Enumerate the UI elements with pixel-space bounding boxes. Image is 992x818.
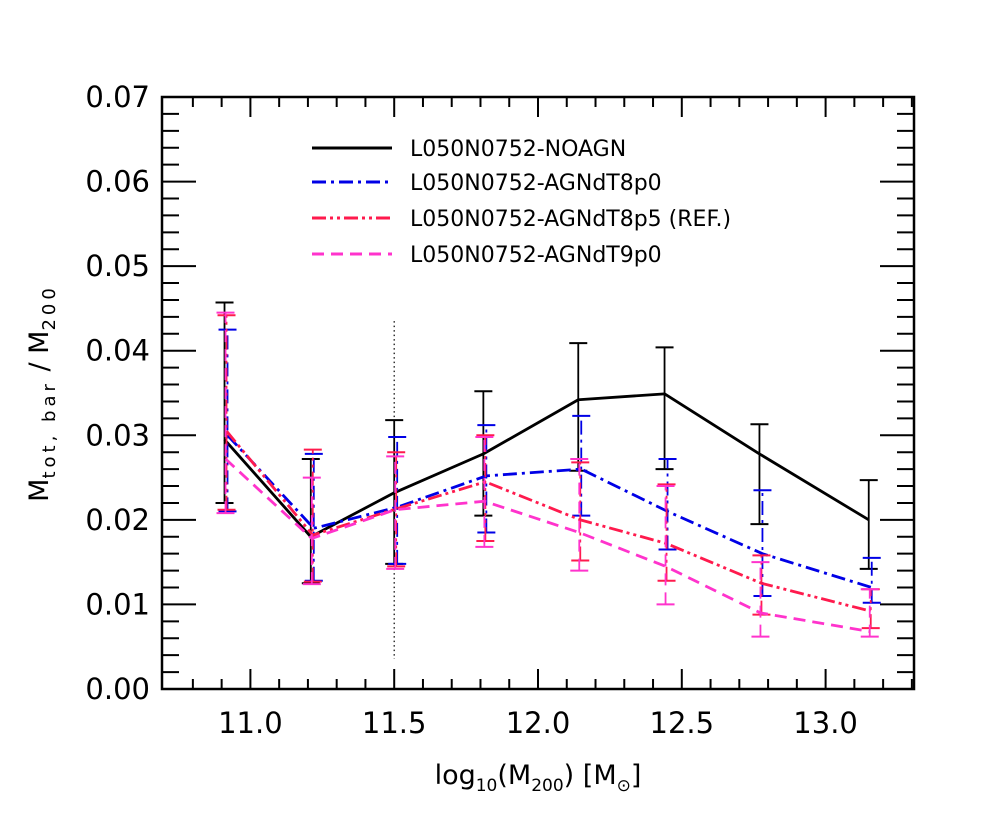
series-line (223, 392, 870, 539)
x-axis-title-mid: (M (497, 760, 531, 791)
series-line (226, 434, 873, 589)
x-axis-title-sub2: 200 (531, 776, 563, 796)
series-layer (215, 301, 881, 638)
x-axis-title-close: ] (631, 760, 642, 791)
series-group (215, 301, 878, 585)
x-axis-title-end: ) [M (564, 760, 617, 791)
x-tick-label: 13.0 (793, 706, 858, 740)
series-line (224, 457, 870, 633)
x-axis-title-base: log (435, 760, 476, 791)
y-tick-label: 0.01 (85, 587, 150, 621)
legend-label: L050N0752-AGNdT8p0 (410, 171, 662, 196)
y-axis-title-main: M (24, 479, 55, 502)
legend-label: L050N0752-AGNdT9p0 (410, 243, 662, 268)
y-tick-label: 0.02 (85, 503, 150, 537)
series-group (218, 328, 881, 604)
y-tick-label: 0.00 (85, 672, 150, 706)
x-tick-label: 12.5 (650, 706, 715, 740)
y-tick-label: 0.07 (85, 80, 150, 114)
y-axis-title-sub2: 200 (39, 284, 60, 330)
series-group (216, 311, 879, 638)
y-axis-title-sep: / M (24, 331, 55, 381)
y-axis-title: Mtot, bar / M200 (24, 284, 60, 502)
legend-label: L050N0752-NOAGN (410, 137, 626, 162)
axis-ticks (162, 97, 914, 689)
x-tick-label: 11.5 (362, 706, 427, 740)
x-axis-title-sub: 10 (476, 776, 498, 796)
series-group (217, 314, 880, 630)
legend-label: L050N0752-AGNdT8p5 (REF.) (410, 207, 731, 232)
y-tick-label: 0.06 (85, 165, 150, 199)
y-axis-title-sub: tot, bar (39, 380, 60, 478)
y-tick-label: 0.04 (85, 334, 150, 368)
x-tick-label: 11.0 (218, 706, 283, 740)
x-tick-label: 12.0 (506, 706, 571, 740)
x-axis-title: log10(M200) [M⊙] (435, 760, 642, 796)
x-axis-title-sym: ⊙ (617, 776, 631, 796)
y-tick-label: 0.05 (85, 249, 150, 283)
tick-labels: 11.0 11.5 12.0 12.5 13.0 0.00 0.01 0.02 0.03 0.04… (85, 80, 857, 740)
legend: L050N0752-NOAGN L050N0752-AGNdT8p0 L050N07… (312, 137, 731, 268)
y-tick-label: 0.03 (85, 418, 150, 452)
